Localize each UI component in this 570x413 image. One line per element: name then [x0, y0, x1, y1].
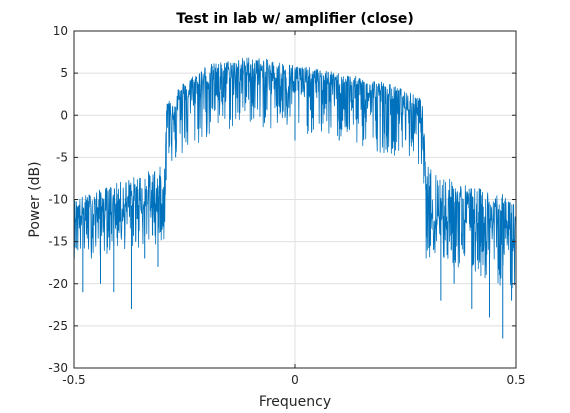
series-line [73, 57, 517, 289]
y-tick-label: 0 [60, 108, 68, 122]
y-axis-label: Power (dB) [27, 161, 43, 237]
x-tick-label: 0 [291, 373, 299, 387]
chart-title: Test in lab w/ amplifier (close) [176, 11, 413, 27]
y-tick-label: -20 [48, 277, 68, 291]
y-tick-label: -15 [48, 235, 68, 249]
y-tick-label: 10 [53, 24, 68, 38]
y-tick-label: 5 [60, 66, 68, 80]
x-tick-label: 0.5 [506, 373, 525, 387]
y-tick-label: -30 [48, 361, 68, 375]
y-tick-label: -25 [48, 319, 68, 333]
x-tick-label: -0.5 [62, 373, 85, 387]
y-tick-label: -5 [56, 150, 68, 164]
y-tick-label: -10 [48, 193, 68, 207]
x-axis-label: Frequency [259, 394, 331, 410]
ticks: -0.5 0 0.5 -30 -25 -20 -15 -10 -5 0 5 10 [48, 24, 525, 387]
data-trace [73, 57, 517, 339]
